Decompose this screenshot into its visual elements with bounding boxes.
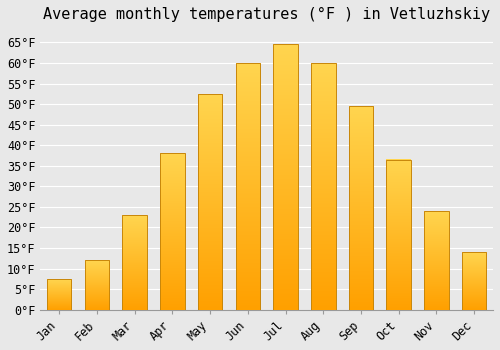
Bar — [122, 215, 147, 310]
Bar — [311, 63, 336, 310]
Bar — [424, 211, 448, 310]
Title: Average monthly temperatures (°F ) in Vetluzhskiy: Average monthly temperatures (°F ) in Ve… — [43, 7, 490, 22]
Bar — [274, 44, 298, 310]
Bar — [47, 279, 72, 310]
Bar — [198, 94, 222, 310]
Bar — [236, 63, 260, 310]
Bar — [84, 260, 109, 310]
Bar — [386, 160, 411, 310]
Bar — [348, 106, 374, 310]
Bar — [462, 252, 486, 310]
Bar — [160, 153, 184, 310]
